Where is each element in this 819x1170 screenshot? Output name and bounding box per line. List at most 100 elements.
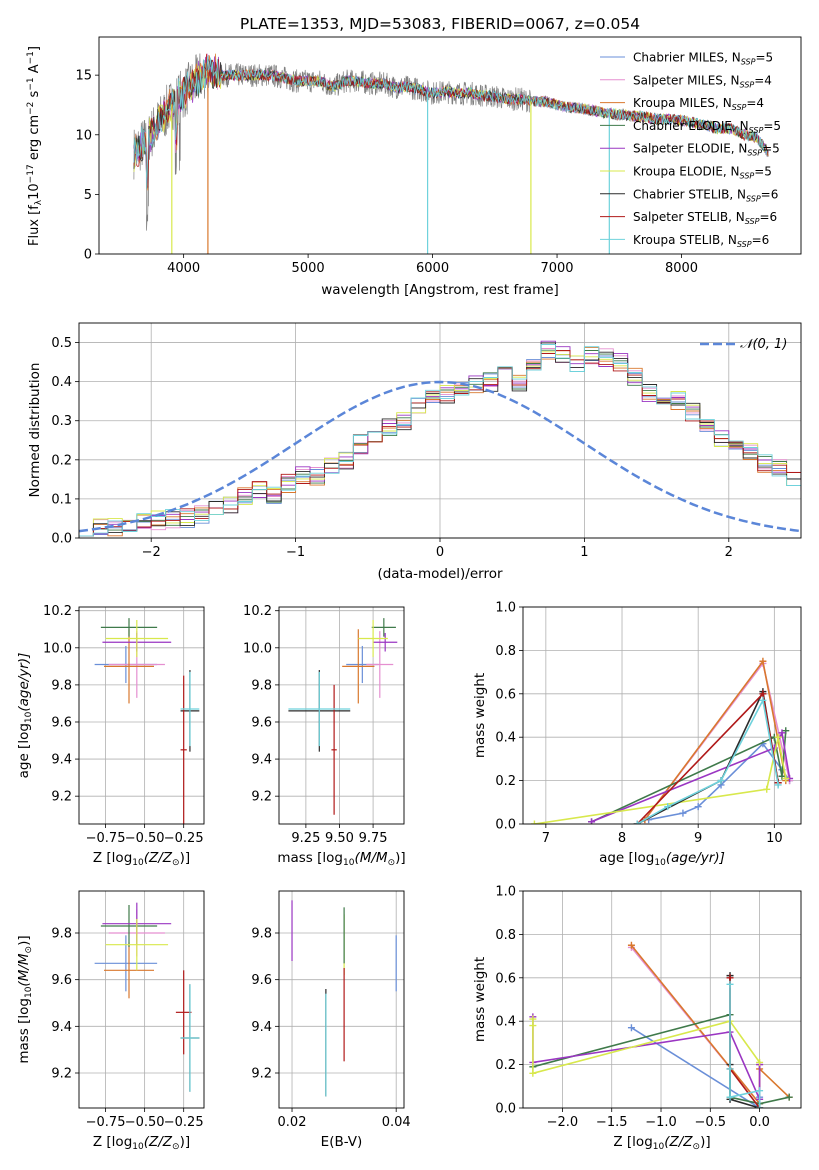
x-tick-label: 8000	[665, 261, 698, 276]
spectrum-model-line	[133, 56, 769, 189]
x-tick-label: 2	[725, 545, 733, 560]
weight-marker	[759, 657, 767, 665]
x-tick-label: 0.02	[278, 1115, 307, 1130]
plot-content-spectrum	[133, 53, 769, 254]
x-tick-label: −1	[286, 545, 305, 560]
legend-entry: Chabrier ELODIE, NSSP=5	[633, 119, 781, 135]
x-axis-label: Z [log10(Z/Z⊙)]	[93, 850, 190, 868]
x-tick-label: −1.5	[596, 1115, 628, 1130]
y-tick-label: 1.0	[495, 885, 516, 900]
y-tick-label: 9.6	[251, 973, 272, 988]
axes-weight_vs_age: 7 8 9 10 0.0 0.2 0.4 0.6 0.8 1.0 age [log10(age/yr…	[472, 601, 802, 868]
x-tick-label: −1.0	[645, 1115, 677, 1130]
y-tick-label: 0.4	[495, 1015, 516, 1030]
x-tick-label: 7	[542, 831, 550, 846]
y-tick-label: 9.4	[51, 753, 72, 768]
y-axis-label: mass [log10(M/M⊙)]	[16, 935, 34, 1063]
y-tick-label: 9.8	[251, 927, 272, 942]
weight-marker	[627, 941, 635, 949]
axes-frame	[98, 36, 802, 255]
plot-content-weight_vs_age	[530, 657, 794, 824]
y-tick-label: 9.6	[51, 715, 72, 730]
gaussian-curve	[79, 380, 801, 533]
y-tick-label: 15	[75, 69, 92, 84]
y-tick-label: 9.4	[51, 1020, 72, 1035]
y-tick-label: 10.0	[43, 641, 72, 656]
y-tick-label: 9.2	[51, 790, 72, 805]
y-tick-label: 10	[75, 128, 92, 143]
x-tick-label: −0.50	[125, 1115, 165, 1130]
y-tick-label: 0.8	[495, 928, 516, 943]
x-tick-label: −0.50	[125, 831, 165, 846]
weight-marker	[694, 803, 702, 811]
x-tick-label: 9.50	[325, 831, 354, 846]
weight-marker	[529, 1015, 537, 1023]
weight-marker	[756, 1087, 764, 1095]
y-tick-label: 9.4	[251, 1020, 272, 1035]
y-tick-label: 5	[84, 188, 92, 203]
x-tick-label: 1	[580, 545, 588, 560]
x-axis-label: Z [log10(Z/Z⊙)]	[613, 1134, 710, 1152]
y-tick-label: 0.0	[495, 818, 516, 833]
weight-marker	[529, 1069, 537, 1077]
x-tick-label: 9.75	[359, 831, 388, 846]
axes-frame	[278, 606, 405, 825]
weight-marker	[763, 785, 771, 793]
x-tick-label: −0.75	[86, 1115, 126, 1130]
histogram-step	[79, 344, 801, 537]
weight-marker	[726, 980, 734, 988]
y-tick-label: 0.8	[495, 644, 516, 659]
x-tick-label: 6000	[416, 261, 449, 276]
axes-mass_vs_Z: −0.75 −0.50 −0.25 9.2 9.4 9.6 9.8 Z [log10(Z/Z⊙…	[16, 890, 205, 1152]
y-tick-label: 9.8	[51, 678, 72, 693]
y-tick-label: 10.2	[43, 604, 72, 619]
y-tick-label: 0.2	[495, 1058, 516, 1073]
y-tick-label: 0.6	[495, 971, 516, 986]
weight-marker	[529, 1022, 537, 1030]
weight-marker	[679, 809, 687, 817]
axes-frame	[78, 322, 802, 539]
x-axis-label: E(B-V)	[321, 1134, 363, 1150]
weight-marker	[778, 772, 786, 780]
y-axis-label: Normed distribution	[27, 363, 43, 498]
y-tick-label: 9.2	[251, 790, 272, 805]
y-axis-label: mass weight	[472, 673, 488, 758]
plot-content-age_vs_mass	[288, 618, 398, 815]
y-tick-label: 0.6	[495, 687, 516, 702]
weight-marker	[726, 1093, 734, 1101]
weight-marker	[627, 1024, 635, 1032]
axes-mass_vs_ebv: 0.02 0.04 9.2 9.4 9.6 9.8 E(B-V)	[251, 890, 411, 1150]
weight-marker	[759, 690, 767, 698]
plot-content-residuals	[79, 340, 801, 537]
axes-residuals: −2 −1 0 1 2 0.0 0.1 0.2 0.3 0.4 0.5 (data-model)/er…	[27, 322, 802, 582]
weight-marker	[759, 696, 767, 704]
x-tick-label: −0.75	[86, 831, 126, 846]
y-tick-label: 9.8	[251, 678, 272, 693]
axes-frame	[522, 890, 802, 1109]
axes-weight_vs_Z: −2.0 −1.5 −1.0 −0.5 0.0 0.0 0.2 0.4 0.6 0.8 1.0 Z […	[472, 885, 802, 1152]
axes-age_vs_mass: 9.25 9.50 9.75 9.2 9.4 9.6 9.8 10.0 10.2 mass [lo…	[243, 604, 406, 868]
weight-marker	[633, 820, 641, 824]
y-tick-label: 0.3	[51, 414, 72, 429]
plot-content-weight_vs_Z	[529, 941, 793, 1108]
weight-marker	[774, 733, 782, 741]
y-tick-label: 0.1	[51, 492, 72, 507]
x-tick-label: −0.25	[164, 1115, 204, 1130]
legend-entry: Chabrier MILES, NSSP=5	[633, 51, 773, 67]
y-tick-label: 0.0	[495, 1102, 516, 1117]
legend-entry: Chabrier STELIB, NSSP=6	[633, 187, 778, 203]
x-tick-label: 0	[436, 545, 444, 560]
legend-entry: Salpeter ELODIE, NSSP=5	[633, 142, 780, 158]
spectrum-legend: Chabrier MILES, NSSP=5 Salpeter MILES, NS…	[600, 51, 781, 249]
weight-marker	[756, 1058, 764, 1066]
x-axis-label: (data-model)/error	[377, 566, 503, 582]
x-tick-label: 9.25	[291, 831, 320, 846]
legend-entry: Salpeter STELIB, NSSP=6	[633, 210, 777, 226]
plot-content-mass_vs_ebv	[291, 900, 397, 1097]
plot-content-mass_vs_Z	[94, 902, 200, 1092]
y-tick-label: 0.2	[51, 453, 72, 468]
legend-entry: 𝒩(0, 1)	[740, 337, 787, 352]
y-tick-label: 9.2	[51, 1067, 72, 1082]
